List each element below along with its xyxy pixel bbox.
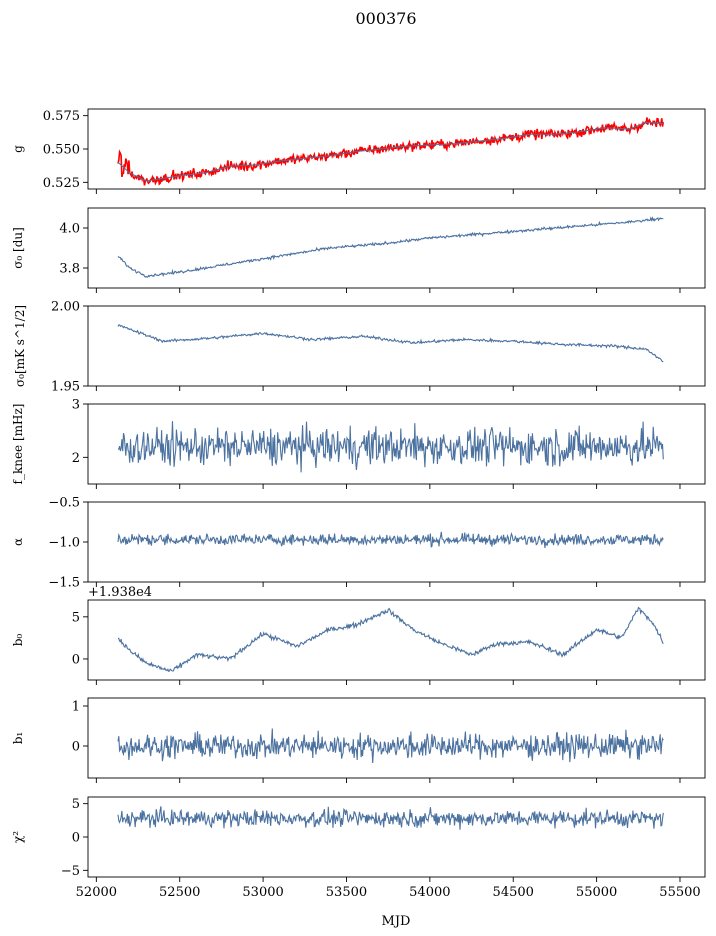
offset-text: +1.938e4 [88,585,152,600]
y-tick-label: −5 [61,864,80,879]
x-axis-label: MJD [382,914,411,929]
x-tick-label: 52500 [159,885,200,900]
series-line-chi2 [117,806,664,830]
axes-frame [87,697,706,779]
y-axis-label: f_knee [mHz] [11,404,25,485]
y-axis-label: σ₀ [du] [11,227,25,269]
axes-frame [87,305,706,387]
panel-chi2: 52000 52500 53000 53500 54000 54500 55000 55500… [11,796,706,900]
panel-alpha: −1.5 −1.0 −0.5 α [11,496,706,591]
axes-frame [87,403,706,485]
axes-frame [87,796,706,878]
y-tick-label: 5 [72,610,80,625]
y-tick-label: 2.00 [51,300,80,315]
series-line-alpha [117,531,664,549]
y-axis-label: α [11,538,25,546]
y-tick-label: 5 [72,797,80,812]
y-tick-label: −1.5 [48,576,80,591]
y-tick-label: 0.575 [43,109,80,124]
y-tick-label: 3.8 [59,262,80,277]
panel-b0: 0 5 b₀ +1.938e4 [11,585,706,685]
panels: 0.525 0.550 0.575 g 3.8 4.0 σ₀ [du] 1.95 2.00 σ₀[… [11,108,706,900]
y-tick-label: 0.525 [43,176,80,191]
x-tick-label: 55000 [576,885,617,900]
figure-title: 000376 [355,9,416,28]
x-tick-label: 53500 [326,885,367,900]
y-tick-label: 2 [72,451,80,466]
x-tick-label: 54000 [409,885,450,900]
x-tick-label: 53000 [242,885,283,900]
y-axis-label: b₀ [11,634,25,647]
y-tick-label: 1.95 [51,380,80,395]
y-axis-label: χ² [11,831,25,843]
y-tick-label: 4.0 [59,222,80,237]
series-line-sigma0_du [117,216,664,278]
axes-frame [87,599,706,681]
series-line-g-red [117,117,665,186]
y-tick-label: 0.550 [43,143,80,158]
series-line-g-fit [117,121,664,182]
y-tick-label: 3 [72,398,80,413]
y-tick-label: 0 [72,831,80,846]
axes-frame [87,207,706,289]
y-axis-label: g [11,145,25,153]
panel-sigma0_mK: 1.95 2.00 σ₀[mK s^1/2] [13,300,706,395]
y-tick-label: 1 [72,700,80,715]
x-tick-label: 52000 [76,885,117,900]
series-line-sigma0_mK [117,324,664,363]
panel-b1: 0 1 b₁ [11,697,706,783]
y-axis-label: σ₀[mK s^1/2] [13,305,27,387]
panel-fknee: 2 3 f_knee [mHz] [11,398,706,489]
series-line-fknee [117,421,664,473]
panel-g: 0.525 0.550 0.575 g [11,108,706,194]
y-tick-label: 0 [72,740,80,755]
panel-sigma0_du: 3.8 4.0 σ₀ [du] [11,207,706,293]
series-line-b0 [117,606,664,672]
y-tick-label: −0.5 [48,496,80,511]
x-tick-label: 54500 [493,885,534,900]
x-tick-label: 55500 [659,885,700,900]
y-axis-label: b₁ [11,732,25,745]
y-tick-label: 0 [72,652,80,667]
series-line-b1 [117,728,664,764]
y-tick-label: −1.0 [48,536,80,551]
